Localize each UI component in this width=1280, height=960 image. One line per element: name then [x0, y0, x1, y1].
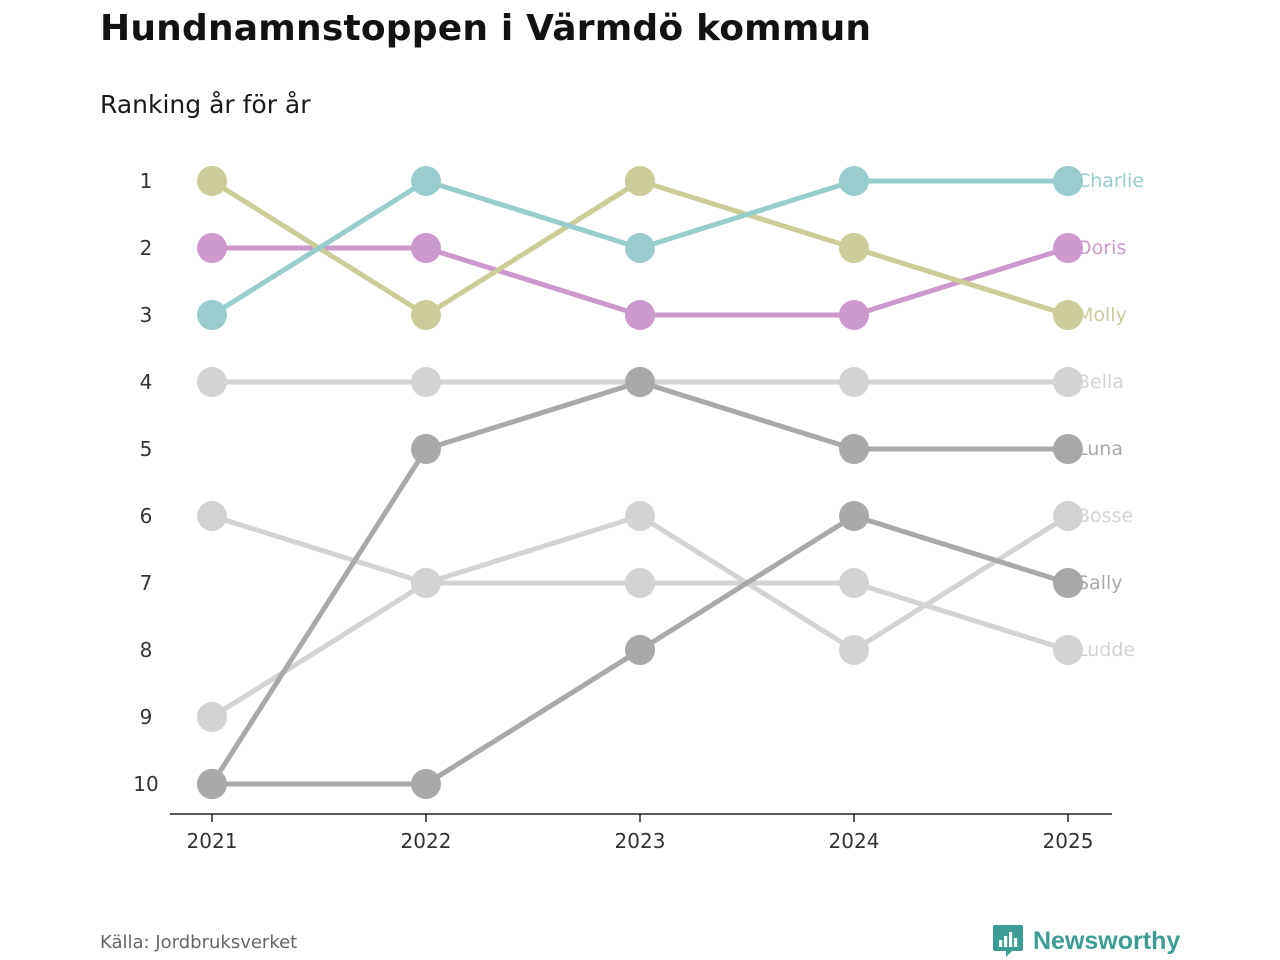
- x-tick-label: 2024: [829, 829, 880, 853]
- y-tick-label: 7: [140, 571, 153, 595]
- y-tick-label: 3: [140, 303, 153, 327]
- series-line-bosse: [209, 513, 1071, 720]
- newsworthy-icon: [993, 925, 1023, 957]
- x-tick-label: 2025: [1043, 829, 1094, 853]
- data-point-charlie: [1053, 166, 1083, 196]
- data-point-ludde: [625, 568, 655, 598]
- data-point-doris: [839, 300, 869, 330]
- data-point-doris: [625, 300, 655, 330]
- data-point-bella: [411, 367, 441, 397]
- data-point-doris: [1053, 233, 1083, 263]
- data-point-bosse: [1053, 501, 1083, 531]
- data-point-bosse: [625, 501, 655, 531]
- series-label-sally: Sally: [1077, 572, 1123, 594]
- data-point-sally: [197, 769, 227, 799]
- series-label-bosse: Bosse: [1077, 505, 1133, 527]
- y-tick-label: 6: [140, 504, 153, 528]
- data-point-bella: [1053, 367, 1083, 397]
- y-tick-label: 5: [140, 437, 153, 461]
- y-tick-label: 10: [133, 772, 158, 796]
- series-label-molly: Molly: [1077, 304, 1127, 326]
- data-point-sally: [411, 769, 441, 799]
- y-tick-label: 4: [140, 370, 153, 394]
- data-point-charlie: [839, 166, 869, 196]
- series-label-luna: Luna: [1077, 438, 1123, 460]
- data-point-molly: [625, 166, 655, 196]
- brand-logo: Newsworthy: [992, 922, 1180, 960]
- data-point-luna: [411, 434, 441, 464]
- x-tick-label: 2022: [401, 829, 452, 853]
- data-point-bosse: [839, 635, 869, 665]
- data-point-molly: [411, 300, 441, 330]
- brand-name: Newsworthy: [1033, 926, 1181, 955]
- y-tick-label: 8: [140, 638, 153, 662]
- data-point-luna: [1053, 434, 1083, 464]
- y-tick-label: 9: [140, 705, 153, 729]
- data-point-molly: [839, 233, 869, 263]
- chart-subtitle: Ranking år för år: [100, 90, 311, 119]
- data-point-bella: [839, 367, 869, 397]
- data-point-sally: [625, 635, 655, 665]
- chart-title: Hundnamnstoppen i Värmdö kommun: [100, 8, 872, 49]
- x-tick-label: 2021: [187, 829, 238, 853]
- data-point-sally: [839, 501, 869, 531]
- series-label-ludde: Ludde: [1077, 639, 1135, 661]
- series-label-bella: Bella: [1077, 371, 1124, 393]
- data-point-luna: [625, 367, 655, 397]
- series-label-charlie: Charlie: [1077, 170, 1144, 192]
- y-tick-label: 1: [140, 169, 153, 193]
- source-note: Källa: Jordbruksverket: [100, 932, 298, 953]
- data-point-charlie: [625, 233, 655, 263]
- data-point-ludde: [839, 568, 869, 598]
- data-point-charlie: [411, 166, 441, 196]
- data-point-ludde: [1053, 635, 1083, 665]
- data-point-doris: [197, 233, 227, 263]
- x-tick-label: 2023: [615, 829, 666, 853]
- data-point-ludde: [197, 501, 227, 531]
- data-point-molly: [1053, 300, 1083, 330]
- y-tick-label: 2: [140, 236, 153, 260]
- data-point-molly: [197, 166, 227, 196]
- data-point-luna: [839, 434, 869, 464]
- series-label-doris: Doris: [1077, 237, 1126, 259]
- data-point-charlie: [197, 300, 227, 330]
- data-point-bosse: [197, 702, 227, 732]
- data-point-ludde: [411, 568, 441, 598]
- data-point-bella: [197, 367, 227, 397]
- data-point-sally: [1053, 568, 1083, 598]
- data-point-doris: [411, 233, 441, 263]
